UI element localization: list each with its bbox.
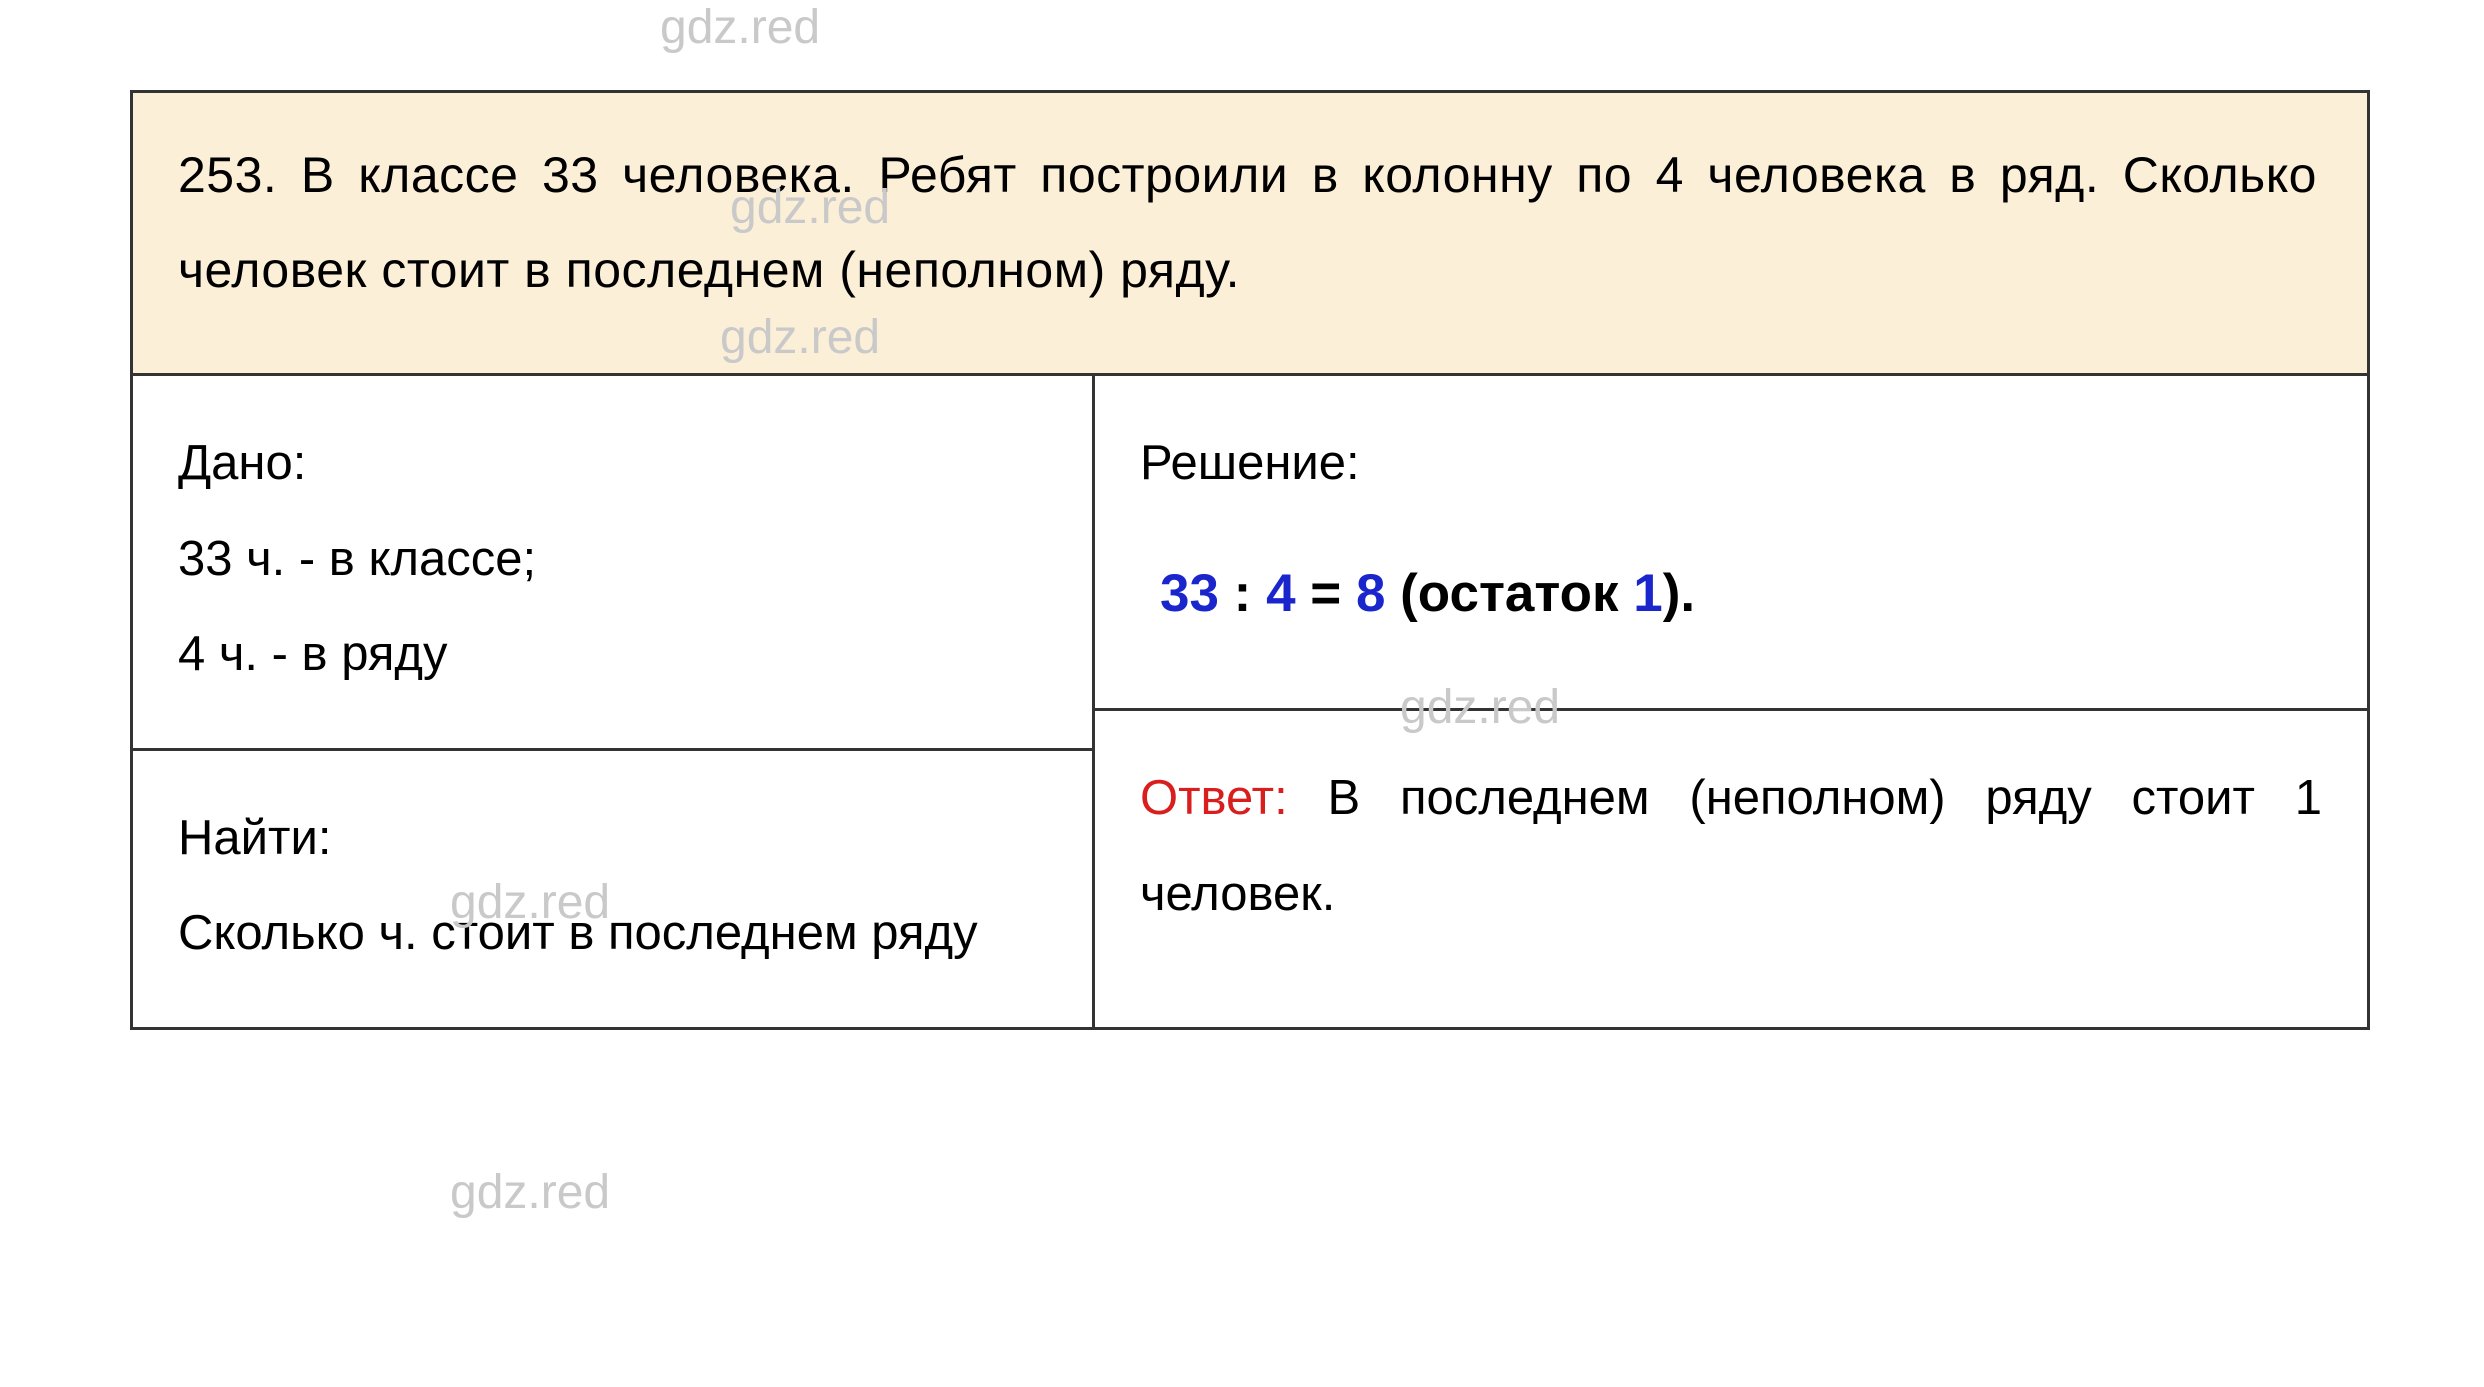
answer-line: Ответ: В последнем (неполном) ряду стоит… bbox=[1140, 751, 2322, 942]
left-column: Дано: 33 ч. - в классе; 4 ч. - в ряду На… bbox=[133, 376, 1095, 1027]
solution-grid: Дано: 33 ч. - в классе; 4 ч. - в ряду На… bbox=[133, 376, 2367, 1027]
watermark: gdz.red bbox=[660, 0, 820, 55]
equation-num-3: 8 bbox=[1356, 564, 1385, 623]
problem-statement-cell: 253. В классе 33 человека. Ребят построи… bbox=[133, 93, 2367, 376]
answer-text: В последнем (неполном) ряду стоит 1 чело… bbox=[1140, 771, 2322, 921]
equation-num-1: 33 bbox=[1160, 564, 1219, 623]
equation-open-paren: (остаток bbox=[1385, 564, 1633, 623]
given-line-2: 4 ч. - в ряду bbox=[178, 607, 1047, 703]
find-cell: Найти: Сколько ч. стоит в последнем ряду bbox=[133, 751, 1092, 1027]
equation-num-2: 4 bbox=[1266, 564, 1295, 623]
equation-equals: = bbox=[1296, 564, 1356, 623]
watermark: gdz.red bbox=[450, 1165, 610, 1220]
problem-table: 253. В классе 33 человека. Ребят построи… bbox=[130, 90, 2370, 1030]
solution-heading: Решение: bbox=[1140, 416, 2322, 512]
solution-equation: 33 : 4 = 8 (остаток 1). bbox=[1160, 542, 2322, 645]
right-column: Решение: 33 : 4 = 8 (остаток 1). Ответ: … bbox=[1095, 376, 2367, 1027]
problem-text: В классе 33 человека. Ребят построили в … bbox=[178, 147, 2317, 298]
given-line-1: 33 ч. - в классе; bbox=[178, 512, 1047, 608]
given-heading: Дано: bbox=[178, 416, 1047, 512]
problem-number: 253. bbox=[178, 147, 277, 203]
equation-close-paren: ). bbox=[1663, 564, 1695, 623]
find-text: Сколько ч. стоит в последнем ряду bbox=[178, 886, 1047, 982]
given-cell: Дано: 33 ч. - в классе; 4 ч. - в ряду bbox=[133, 376, 1092, 751]
solution-cell: Решение: 33 : 4 = 8 (остаток 1). bbox=[1095, 376, 2367, 711]
answer-cell: Ответ: В последнем (неполном) ряду стоит… bbox=[1095, 711, 2367, 987]
equation-num-4: 1 bbox=[1633, 564, 1662, 623]
answer-label: Ответ: bbox=[1140, 771, 1288, 825]
find-heading: Найти: bbox=[178, 791, 1047, 887]
equation-op-divide: : bbox=[1219, 564, 1266, 623]
